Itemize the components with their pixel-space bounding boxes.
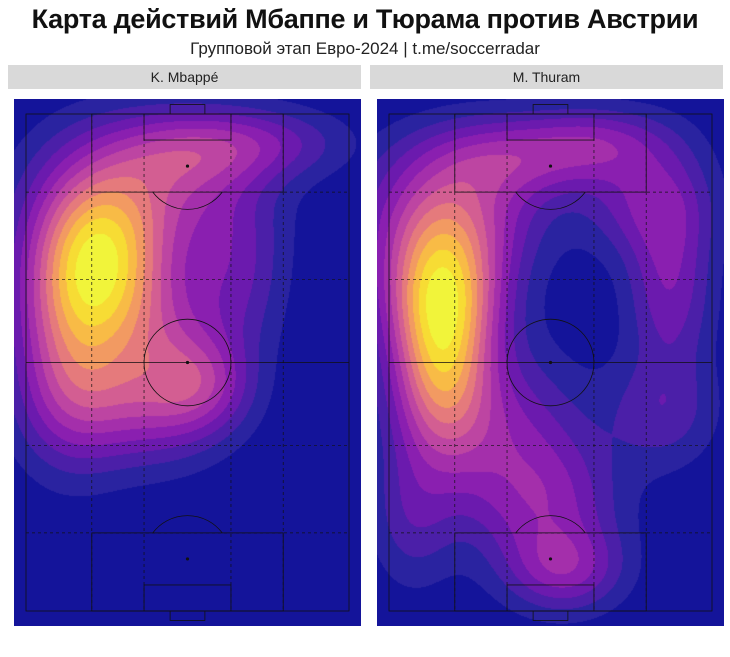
penalty-arc-top bbox=[515, 191, 586, 210]
goal-top bbox=[532, 104, 569, 115]
penalty-area-top bbox=[91, 113, 284, 193]
penalty-spot-bottom bbox=[548, 557, 553, 561]
goal-area-bottom bbox=[143, 584, 232, 612]
goal-area-top bbox=[143, 113, 232, 141]
penalty-spot-top bbox=[548, 164, 553, 168]
penalty-area-top bbox=[454, 113, 647, 193]
chart-subtitle: Групповой этап Евро-2024 | t.me/soccerra… bbox=[190, 39, 540, 58]
goal-bottom bbox=[532, 610, 569, 621]
goal-top bbox=[169, 104, 206, 115]
panel-header-thuram: M. Thuram bbox=[370, 65, 723, 89]
chart-title: Карта действий Мбаппе и Тюрама против Ав… bbox=[31, 4, 699, 34]
penalty-arc-bottom bbox=[152, 515, 223, 534]
goal-area-top bbox=[506, 113, 595, 141]
penalty-spot-top bbox=[185, 164, 190, 168]
pitch-lines-thuram bbox=[388, 104, 713, 621]
penalty-area-bottom bbox=[454, 532, 647, 612]
penalty-area-bottom bbox=[91, 532, 284, 612]
pitch-lines-mbappe bbox=[25, 104, 350, 621]
penalty-arc-top bbox=[152, 191, 223, 210]
goal-bottom bbox=[169, 610, 206, 621]
penalty-arc-bottom bbox=[515, 515, 586, 534]
heatmap-pitch-mbappe bbox=[14, 99, 361, 626]
centre-spot bbox=[548, 360, 553, 365]
heatmap-pitch-thuram bbox=[377, 99, 724, 626]
centre-spot bbox=[185, 360, 190, 365]
goal-area-bottom bbox=[506, 584, 595, 612]
panel-header-mbappe: K. Mbappé bbox=[8, 65, 361, 89]
penalty-spot-bottom bbox=[185, 557, 190, 561]
